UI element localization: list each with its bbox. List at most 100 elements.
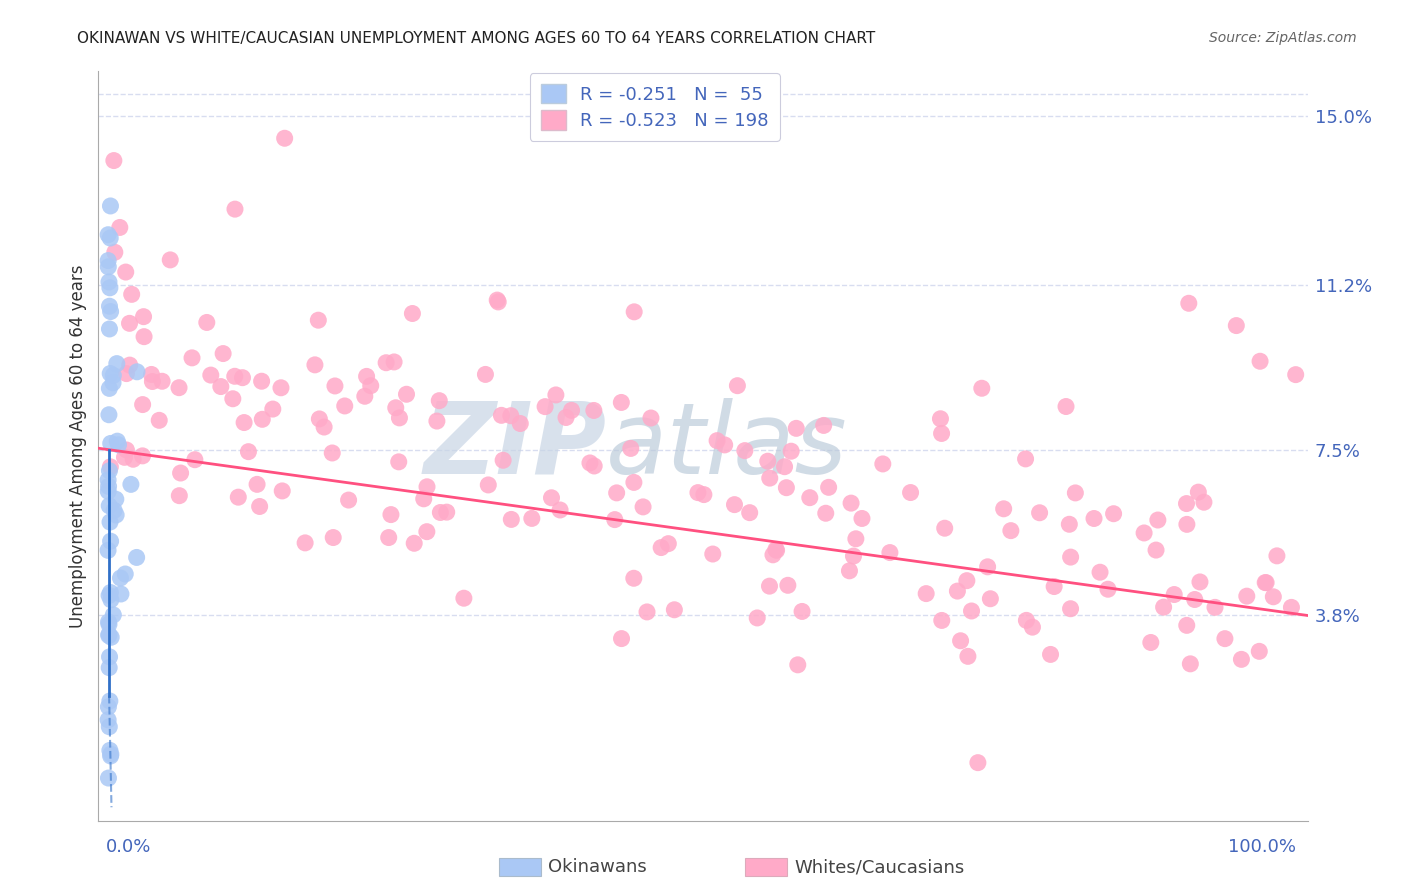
Point — [212, 346, 235, 360]
Point — [799, 491, 821, 505]
Point — [100, 630, 122, 644]
Point — [360, 378, 382, 392]
Point — [976, 559, 998, 574]
Point — [636, 605, 658, 619]
Point — [786, 657, 808, 672]
Point — [1249, 354, 1271, 368]
Point — [1188, 574, 1211, 589]
Point — [738, 506, 761, 520]
Point — [1263, 590, 1285, 604]
Point — [122, 452, 145, 467]
Point — [98, 464, 121, 478]
Point — [775, 481, 797, 495]
Point — [97, 629, 120, 643]
Point — [404, 536, 426, 550]
Point — [100, 304, 122, 318]
Point — [915, 586, 938, 600]
Point — [114, 566, 136, 581]
Point — [606, 486, 628, 500]
Point — [929, 411, 952, 425]
Point — [1014, 451, 1036, 466]
Point — [333, 399, 356, 413]
Point — [100, 199, 122, 213]
Point — [114, 265, 136, 279]
Point — [98, 381, 121, 395]
Point — [271, 483, 294, 498]
Point — [141, 375, 163, 389]
Text: ZIP: ZIP — [423, 398, 606, 494]
Point — [375, 356, 398, 370]
Point — [105, 357, 128, 371]
Text: 0.0%: 0.0% — [105, 838, 150, 856]
Point — [125, 550, 148, 565]
Point — [105, 508, 128, 522]
Point — [1249, 644, 1271, 658]
Point — [97, 408, 120, 422]
Point — [131, 398, 153, 412]
Point — [842, 549, 865, 563]
Point — [623, 305, 645, 319]
Point — [747, 611, 769, 625]
Point — [725, 378, 748, 392]
Point — [131, 449, 153, 463]
Text: Source: ZipAtlas.com: Source: ZipAtlas.com — [1209, 31, 1357, 45]
Point — [118, 358, 141, 372]
Point — [226, 490, 249, 504]
Point — [416, 524, 439, 539]
Point — [98, 589, 121, 603]
Point — [294, 536, 316, 550]
Point — [103, 503, 125, 517]
Point — [395, 387, 418, 401]
Point — [246, 477, 269, 491]
Point — [132, 329, 155, 343]
Point — [1059, 517, 1081, 532]
Point — [97, 713, 120, 727]
Point — [98, 459, 121, 474]
Point — [108, 220, 131, 235]
Point — [765, 543, 787, 558]
Point — [949, 633, 972, 648]
Point — [501, 512, 523, 526]
Point — [270, 381, 292, 395]
Point — [103, 153, 125, 168]
Point — [104, 492, 127, 507]
Point — [582, 403, 605, 417]
Point — [1285, 368, 1308, 382]
Point — [377, 531, 399, 545]
Point — [693, 487, 716, 501]
Point — [181, 351, 204, 365]
Point — [304, 358, 326, 372]
Point — [1039, 648, 1062, 662]
Text: OKINAWAN VS WHITE/CAUCASIAN UNEMPLOYMENT AMONG AGES 60 TO 64 YEARS CORRELATION C: OKINAWAN VS WHITE/CAUCASIAN UNEMPLOYMENT… — [77, 31, 876, 46]
Point — [105, 434, 128, 449]
Point — [100, 592, 122, 607]
Point — [713, 438, 735, 452]
Point — [534, 400, 557, 414]
Point — [814, 506, 837, 520]
Point — [1133, 525, 1156, 540]
Point — [250, 374, 273, 388]
Point — [477, 478, 499, 492]
Point — [118, 316, 141, 330]
Point — [314, 420, 336, 434]
Point — [509, 417, 531, 431]
Legend: R = -0.251   N =  55, R = -0.523   N = 198: R = -0.251 N = 55, R = -0.523 N = 198 — [530, 73, 779, 141]
Point — [1064, 486, 1087, 500]
Point — [321, 446, 343, 460]
Point — [224, 369, 246, 384]
Point — [184, 452, 207, 467]
Point — [1192, 495, 1215, 509]
Point — [98, 281, 121, 295]
Point — [169, 466, 191, 480]
Point — [98, 367, 121, 381]
Point — [200, 368, 222, 383]
Point — [839, 496, 862, 510]
Point — [1028, 506, 1050, 520]
Point — [548, 503, 571, 517]
Point — [110, 587, 132, 601]
Point — [664, 603, 686, 617]
Point — [813, 418, 835, 433]
Point — [148, 413, 170, 427]
Point — [97, 473, 120, 487]
Point — [851, 511, 873, 525]
